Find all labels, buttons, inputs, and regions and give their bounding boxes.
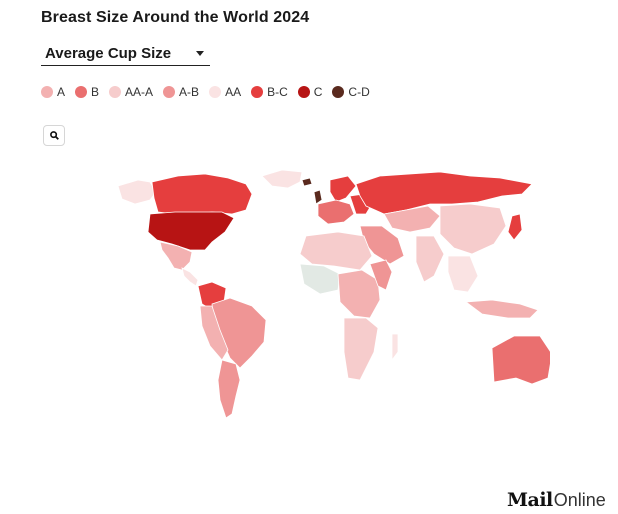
legend-item: A: [41, 85, 65, 99]
brand-mail: Mail: [507, 489, 553, 511]
region-usa[interactable]: [147, 211, 235, 251]
region-mexico[interactable]: [159, 241, 193, 271]
region-southeast-asia[interactable]: [447, 255, 479, 293]
metric-dropdown[interactable]: Average Cup Size: [41, 44, 210, 66]
legend-label: C-D: [348, 85, 370, 99]
legend-label: AA-A: [125, 85, 154, 99]
region-alaska[interactable]: [117, 179, 157, 205]
legend-label: B-C: [267, 85, 288, 99]
legend-label: A: [57, 85, 66, 99]
region-east-africa[interactable]: [369, 259, 393, 291]
brand-online: Online: [553, 490, 606, 510]
region-iceland[interactable]: [301, 177, 313, 187]
region-indonesia[interactable]: [464, 299, 539, 319]
legend-item: C: [297, 85, 323, 99]
region-argentina-chile[interactable]: [217, 359, 241, 419]
chevron-down-icon: [196, 51, 204, 56]
region-western-europe[interactable]: [317, 199, 355, 225]
region-central-africa[interactable]: [337, 269, 381, 319]
search-icon: [50, 131, 59, 140]
legend-item: AA-A: [109, 85, 153, 99]
region-peru-bolivia[interactable]: [199, 305, 229, 361]
search-button[interactable]: [43, 125, 65, 146]
mailonline-logo: MailOnline: [507, 489, 606, 511]
legend-swatch: [297, 86, 310, 98]
legend-label: A-B: [179, 85, 200, 99]
region-india[interactable]: [415, 235, 445, 283]
world-map: [117, 169, 550, 419]
legend-swatch: [109, 86, 122, 98]
legend-label: AA: [225, 85, 242, 99]
region-russia[interactable]: [355, 171, 533, 215]
region-australia[interactable]: [491, 335, 550, 385]
legend-swatch: [332, 86, 345, 98]
legend-item: AA: [209, 85, 241, 99]
page-title: Breast Size Around the World 2024: [41, 9, 310, 26]
legend-item: B-C: [251, 85, 288, 99]
region-japan[interactable]: [507, 213, 523, 241]
legend-item: A-B: [163, 85, 199, 99]
region-canada[interactable]: [151, 173, 253, 215]
dropdown-selected-label: Average Cup Size: [45, 45, 172, 62]
region-scandinavia[interactable]: [329, 175, 357, 203]
region-west-africa[interactable]: [299, 263, 341, 295]
region-greenland[interactable]: [261, 169, 303, 189]
region-southern-africa[interactable]: [343, 317, 379, 381]
region-north-africa[interactable]: [299, 231, 373, 271]
legend-swatch: [251, 86, 264, 98]
legend-item: B: [75, 85, 99, 99]
region-china-mongolia[interactable]: [439, 203, 507, 255]
legend-item: C-D: [332, 85, 370, 99]
region-central-asia[interactable]: [383, 205, 441, 233]
region-central-america[interactable]: [181, 267, 199, 287]
legend-label: C: [313, 85, 323, 99]
legend-swatch: [209, 86, 222, 98]
region-madagascar[interactable]: [391, 333, 399, 362]
region-uk[interactable]: [313, 189, 323, 205]
legend-swatch: [163, 86, 176, 98]
legend: A B AA-A A-B AA B-C C C-D: [41, 85, 380, 99]
legend-label: B: [91, 85, 100, 99]
legend-swatch: [41, 86, 53, 98]
legend-swatch: [75, 86, 88, 98]
